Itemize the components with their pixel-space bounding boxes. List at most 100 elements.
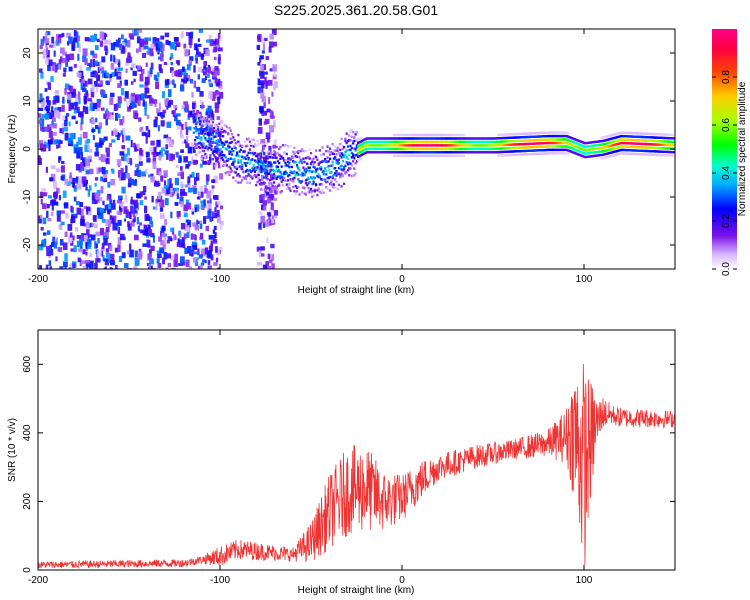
ridge-cell: [548, 141, 551, 145]
ridge-cell: [643, 132, 646, 135]
noise-cell: [97, 100, 101, 108]
ridge-cell: [408, 144, 411, 147]
ridge-cell: [201, 145, 204, 148]
ridge-cell: [604, 146, 607, 149]
ridge-cell: [673, 137, 675, 140]
noise-cell: [171, 110, 174, 115]
ridge-cell: [359, 137, 362, 140]
ridge-cell: [270, 163, 273, 166]
ridge-cell: [416, 147, 420, 151]
ridge-cell: [275, 177, 278, 180]
ridge-cell: [462, 140, 465, 144]
noise-cell: [53, 191, 58, 200]
noise-cell: [196, 220, 200, 224]
ridge-cell: [439, 137, 443, 140]
ridge-cell: [385, 140, 388, 144]
ridge-cell: [381, 151, 384, 154]
ridge-cell: [602, 149, 606, 153]
noise-cell: [163, 184, 168, 189]
noise-cell: [157, 191, 162, 200]
ridge-cell: [278, 153, 281, 157]
noise-cell: [271, 254, 275, 261]
ridge-cell: [600, 143, 603, 146]
noise-cell: [187, 249, 191, 253]
noise-cell: [182, 244, 186, 249]
ridge-cell: [497, 140, 500, 143]
noise-cell: [145, 136, 148, 144]
y-tick-label: -20: [22, 237, 33, 252]
ridge-cell: [531, 149, 534, 152]
noise-cell: [115, 264, 118, 269]
ridge-cell: [594, 147, 597, 151]
noise-cell: [205, 111, 209, 116]
ridge-cell: [433, 133, 436, 137]
noise-cell: [144, 168, 148, 175]
ridge-cell: [287, 157, 290, 160]
ridge-cell: [279, 154, 282, 157]
ridge-cell: [566, 148, 569, 152]
ridge-cell: [271, 156, 274, 159]
ridge-cell: [357, 148, 360, 152]
ridge-cell: [560, 152, 564, 155]
ridge-cell: [591, 144, 594, 147]
ridge-cell: [213, 127, 216, 130]
ridge-cell: [275, 187, 278, 190]
noise-cell: [98, 157, 102, 161]
ridge-cell: [660, 150, 663, 153]
ridge-cell: [628, 152, 631, 155]
ridge-cell: [662, 154, 665, 157]
ridge-cell: [522, 136, 525, 139]
noise-cell: [191, 156, 194, 164]
ridge-cell: [364, 141, 367, 144]
ridge-cell: [632, 135, 635, 138]
noise-cell: [96, 74, 101, 82]
ridge-cell: [339, 175, 342, 179]
ridge-cell: [428, 151, 431, 154]
ridge-cell: [648, 143, 651, 146]
noise-cell: [267, 212, 272, 217]
noise-cell: [204, 185, 207, 189]
ridge-cell: [428, 140, 431, 144]
ridge-cell: [652, 143, 655, 146]
ridge-cell: [199, 120, 202, 123]
ridge-cell: [585, 155, 588, 159]
ridge-cell: [487, 147, 490, 151]
noise-cell: [93, 222, 97, 227]
ridge-cell: [406, 154, 409, 157]
ridge-cell: [490, 144, 493, 147]
ridge-cell: [549, 148, 552, 152]
ridge-cell: [641, 135, 644, 139]
noise-cell: [87, 98, 92, 102]
ridge-cell: [637, 132, 640, 135]
colorbar-tick-label: 0.6: [721, 118, 732, 132]
noise-cell: [188, 37, 193, 46]
ridge-cell: [392, 154, 395, 157]
noise-cell: [139, 38, 144, 47]
ridge-cell: [611, 154, 614, 157]
ridge-cell: [405, 133, 408, 137]
noise-cell: [155, 198, 159, 204]
ridge-cell: [264, 160, 267, 163]
noise-cell: [178, 263, 183, 267]
ridge-cell: [256, 154, 259, 158]
ridge-cell: [337, 172, 341, 175]
ridge-cell: [424, 144, 427, 147]
noise-cell: [173, 105, 178, 109]
ridge-cell: [532, 145, 536, 149]
ridge-cell: [498, 137, 501, 140]
ridge-cell: [285, 187, 288, 190]
noise-cell: [260, 215, 265, 224]
ridge-cell: [312, 176, 315, 179]
ridge-cell: [446, 137, 449, 140]
ridge-cell: [495, 151, 499, 154]
noise-cell: [88, 239, 92, 248]
ridge-cell: [265, 171, 268, 174]
ridge-cell: [297, 178, 300, 181]
y-tick-label: -10: [22, 189, 33, 204]
noise-cell: [85, 246, 88, 252]
noise-cell: [120, 130, 123, 136]
ridge-cell: [625, 138, 629, 141]
ridge-cell: [237, 181, 240, 184]
ridge-cell: [399, 154, 402, 157]
ridge-cell: [248, 169, 251, 172]
